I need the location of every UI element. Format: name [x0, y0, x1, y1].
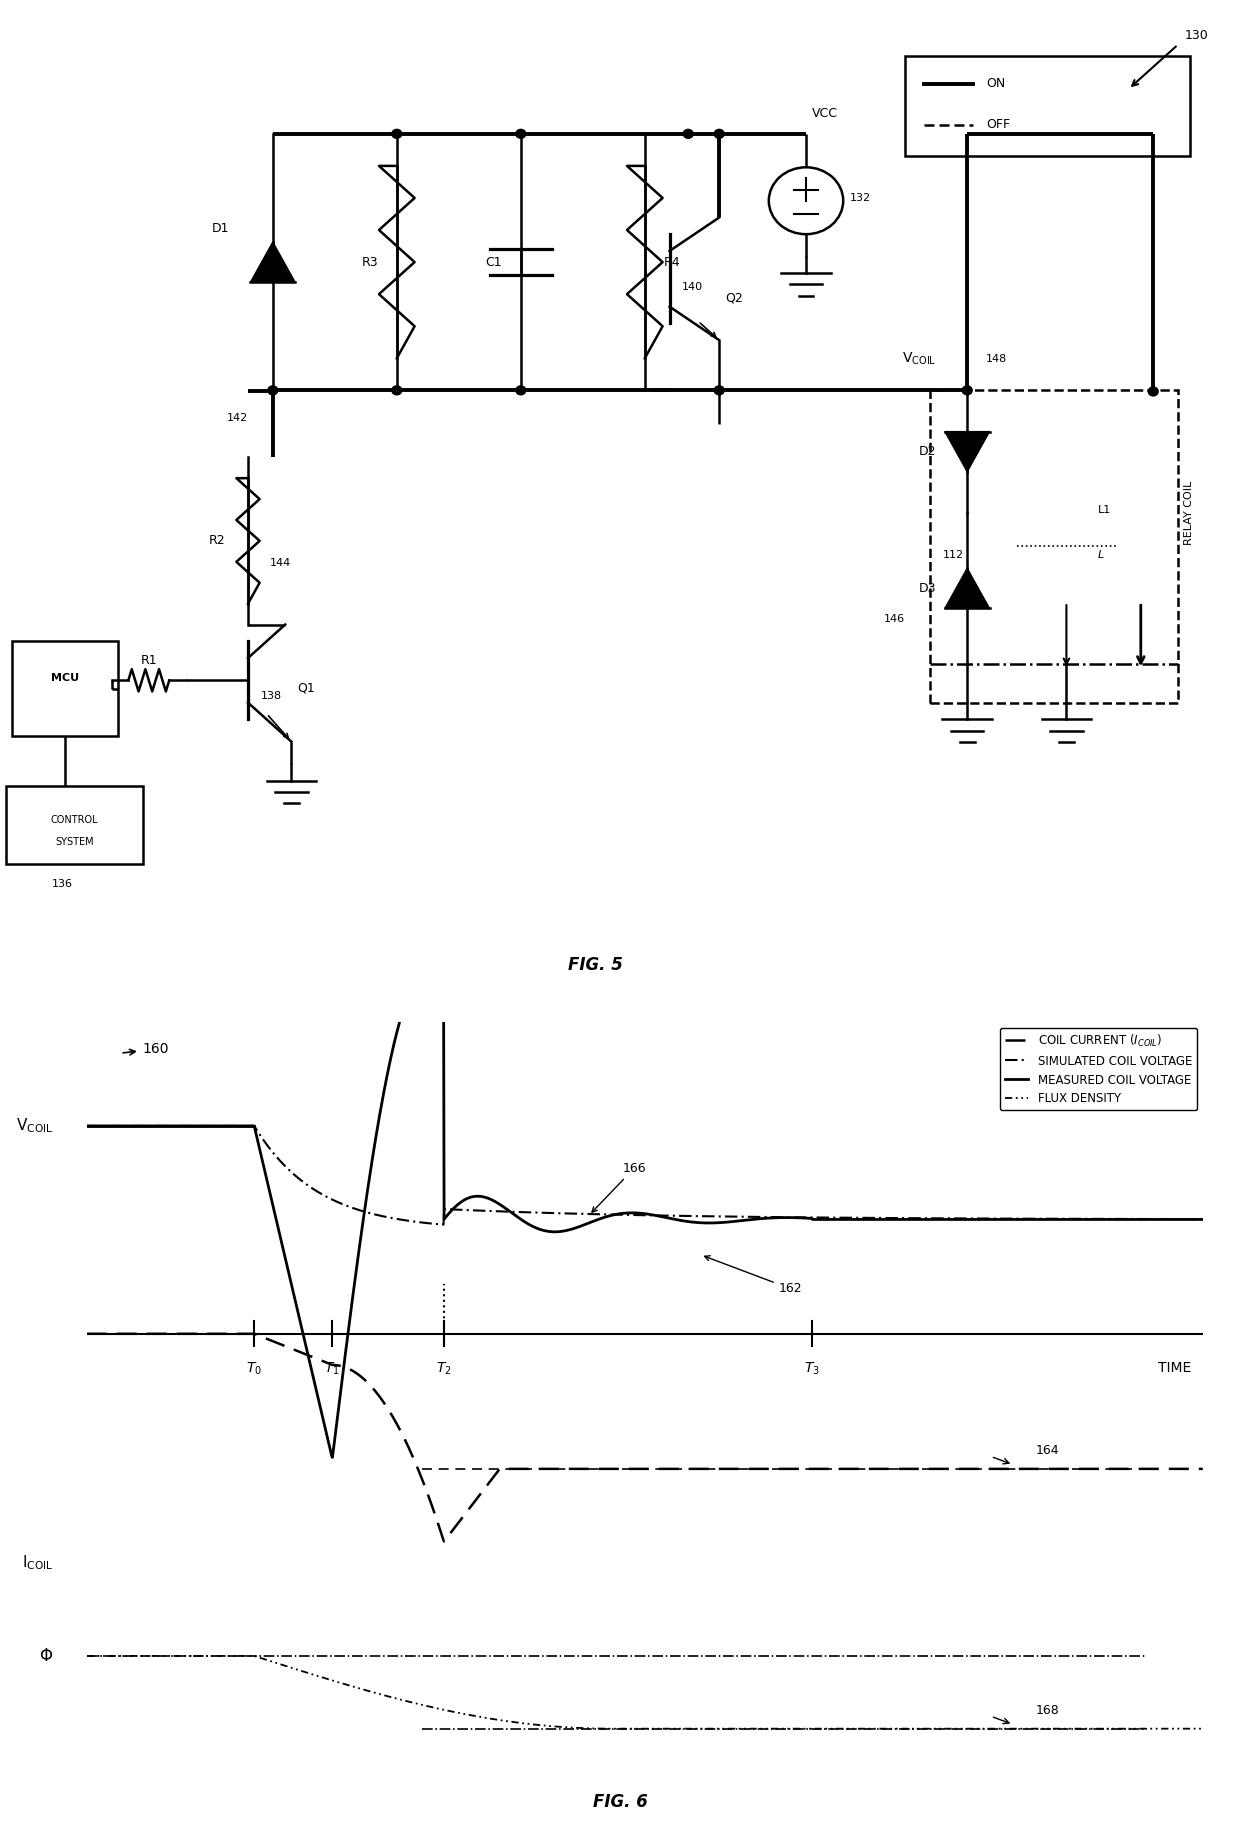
Text: 144: 144	[270, 558, 291, 568]
Text: Q2: Q2	[725, 292, 743, 305]
Text: R3: R3	[362, 256, 378, 268]
Bar	[930, 391, 1178, 703]
Text: 112: 112	[942, 549, 963, 560]
Text: R1: R1	[140, 653, 157, 666]
Text: D3: D3	[919, 582, 936, 595]
Text: $T_3$: $T_3$	[805, 1361, 820, 1378]
Circle shape	[683, 130, 693, 139]
Text: C1: C1	[486, 256, 502, 268]
Text: FIG. 5: FIG. 5	[568, 956, 622, 975]
Circle shape	[392, 130, 402, 139]
Circle shape	[268, 385, 278, 394]
Circle shape	[516, 385, 526, 394]
Text: 130: 130	[1184, 29, 1208, 42]
Circle shape	[714, 130, 724, 139]
Text: 132: 132	[849, 193, 870, 203]
Text: VCC: VCC	[812, 108, 838, 120]
Text: L1: L1	[1097, 506, 1111, 515]
Text: L: L	[1097, 549, 1104, 560]
Polygon shape	[945, 568, 990, 608]
Text: $T_1$: $T_1$	[325, 1361, 340, 1378]
Circle shape	[1148, 387, 1158, 396]
Text: 168: 168	[1035, 1705, 1059, 1717]
Text: TIME: TIME	[1158, 1361, 1192, 1374]
Bar	[905, 57, 1190, 157]
Bar	[6, 787, 143, 865]
Text: $T_0$: $T_0$	[247, 1361, 262, 1378]
Text: MCU: MCU	[51, 673, 79, 683]
Bar	[12, 641, 118, 735]
Text: RELAY COIL: RELAY COIL	[1184, 482, 1194, 546]
Text: FIG. 6: FIG. 6	[593, 1792, 647, 1810]
Text: ON: ON	[986, 77, 1006, 89]
Text: 140: 140	[682, 283, 703, 292]
Text: CONTROL: CONTROL	[51, 814, 98, 825]
Text: D1: D1	[212, 223, 229, 235]
Text: SYSTEM: SYSTEM	[55, 838, 94, 847]
Text: 160: 160	[123, 1042, 169, 1057]
Text: 136: 136	[52, 878, 72, 889]
Circle shape	[714, 385, 724, 394]
Text: OFF: OFF	[986, 119, 1009, 131]
Text: I$_{\mathregular{COIL}}$: I$_{\mathregular{COIL}}$	[22, 1553, 53, 1571]
Text: 148: 148	[986, 354, 1007, 365]
Circle shape	[392, 385, 402, 394]
Text: Q1: Q1	[298, 681, 315, 695]
Polygon shape	[945, 433, 990, 471]
Text: $T_2$: $T_2$	[436, 1361, 451, 1378]
Text: V$_{\mathregular{COIL}}$: V$_{\mathregular{COIL}}$	[901, 350, 936, 367]
Circle shape	[962, 385, 972, 394]
Text: 146: 146	[884, 613, 905, 624]
Text: R2: R2	[210, 535, 226, 548]
Text: 166: 166	[591, 1163, 646, 1212]
Polygon shape	[250, 243, 295, 283]
Circle shape	[962, 130, 972, 139]
Text: 162: 162	[704, 1256, 802, 1296]
Text: $\Phi$: $\Phi$	[40, 1646, 53, 1664]
Text: 142: 142	[227, 412, 248, 423]
Circle shape	[516, 130, 526, 139]
Text: 164: 164	[1035, 1444, 1059, 1458]
Text: 138: 138	[260, 692, 281, 701]
Text: R4: R4	[663, 256, 680, 268]
Text: D2: D2	[919, 445, 936, 458]
Text: V$_{\mathregular{COIL}}$: V$_{\mathregular{COIL}}$	[16, 1117, 53, 1135]
Legend: COIL CURRENT ($I_{COIL}$), SIMULATED COIL VOLTAGE, MEASURED COIL VOLTAGE, FLUX D: COIL CURRENT ($I_{COIL}$), SIMULATED COI…	[999, 1027, 1197, 1110]
